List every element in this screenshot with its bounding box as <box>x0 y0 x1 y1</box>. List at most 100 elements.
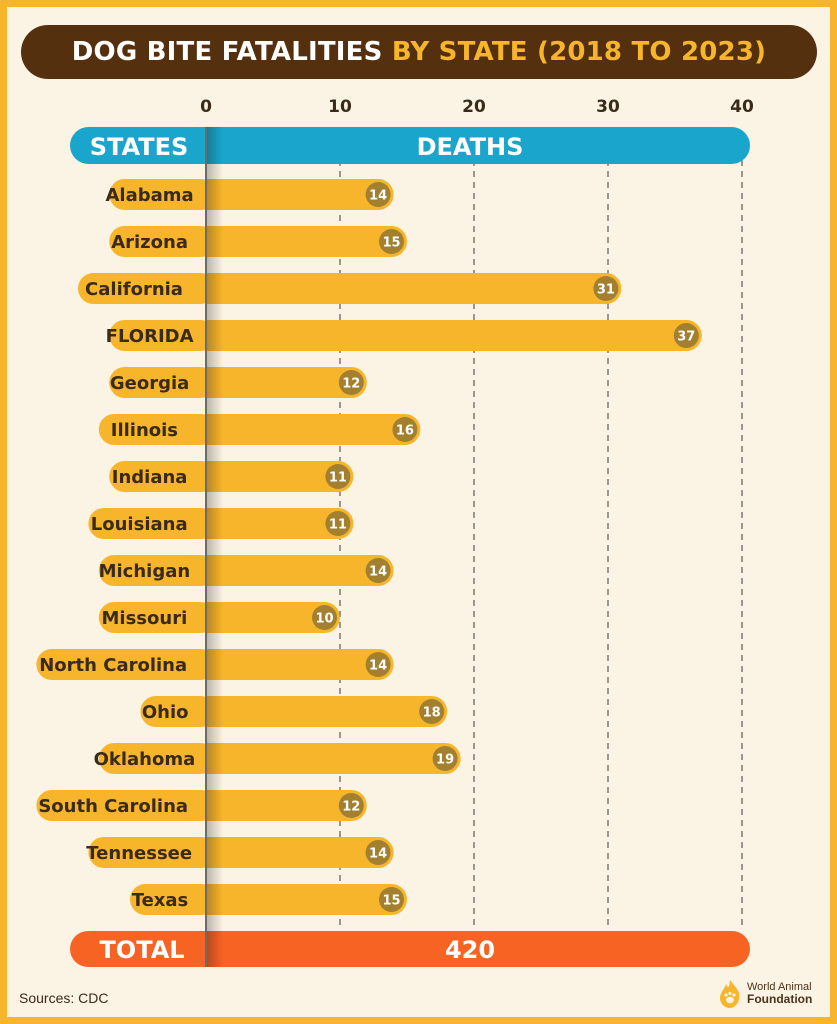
data-label: 11 <box>329 471 347 486</box>
state-label-pill <box>36 649 217 680</box>
bar-row-tennessee: Tennessee 14 <box>86 837 394 868</box>
data-label: 18 <box>423 706 441 721</box>
state-label: Indiana <box>112 467 188 488</box>
state-label: Oklahoma <box>94 749 196 770</box>
state-label-pill <box>98 555 216 586</box>
bar <box>206 179 394 210</box>
state-label: Arizona <box>111 232 188 253</box>
state-label: Georgia <box>110 373 189 394</box>
axis-shadow <box>205 127 223 967</box>
value-badge <box>673 323 699 348</box>
data-label: 12 <box>342 377 360 392</box>
state-label: Michigan <box>99 561 191 582</box>
value-badge <box>325 464 351 489</box>
deaths-header: DEATHS <box>417 133 524 161</box>
data-label: 14 <box>369 189 387 204</box>
x-tick-label: 40 <box>730 97 754 117</box>
bar <box>206 414 421 445</box>
bar <box>206 461 354 492</box>
data-label: 15 <box>382 894 400 909</box>
value-badge <box>365 840 391 865</box>
state-label-pill <box>109 179 216 210</box>
state-label-pill <box>36 790 217 821</box>
state-label-pill <box>78 273 216 304</box>
title-part1: DOG BITE FATALITIES <box>71 37 383 67</box>
bar <box>206 602 340 633</box>
bar <box>206 790 367 821</box>
data-label: 14 <box>369 565 387 580</box>
bars: Alabama 14 Arizona 15 California 31 FLORIDA 37 G… <box>36 179 702 915</box>
state-label-pill <box>109 320 216 351</box>
state-label: Tennessee <box>86 843 192 864</box>
value-badge <box>365 652 391 677</box>
paw-flame-icon <box>720 980 740 1008</box>
bar-row-indiana: Indiana 11 <box>109 461 354 492</box>
sources-note: Sources: CDC <box>19 990 109 1006</box>
header-pill <box>70 127 750 164</box>
bar-row-illinois: Illinois 16 <box>98 414 421 445</box>
state-label: South Carolina <box>38 796 188 817</box>
brand-logo[interactable]: World Animal Foundation <box>717 977 829 1011</box>
state-label: Illinois <box>111 420 178 441</box>
state-label: Missouri <box>102 608 188 629</box>
value-badge <box>365 558 391 583</box>
data-label: 10 <box>315 612 333 627</box>
state-label-pill <box>98 414 216 445</box>
state-label: Alabama <box>106 185 194 206</box>
state-label: Louisiana <box>91 514 188 535</box>
value-badge <box>419 699 445 724</box>
bar <box>206 555 394 586</box>
data-label: 15 <box>382 236 400 251</box>
bar-row-south-carolina: South Carolina 12 <box>36 790 367 821</box>
x-tick-label: 10 <box>328 97 352 117</box>
bar-row-arizona: Arizona 15 <box>109 226 407 257</box>
state-label-pill <box>140 696 216 727</box>
bar <box>206 273 622 304</box>
data-label: 12 <box>342 800 360 815</box>
state-label-pill <box>98 602 216 633</box>
bar <box>206 226 407 257</box>
bar <box>206 884 407 915</box>
value-badge <box>338 370 364 395</box>
bar-row-georgia: Georgia 12 <box>109 367 367 398</box>
x-axis-ticks: 0 10 20 30 40 <box>200 97 754 117</box>
bar <box>206 320 702 351</box>
bar-row-california: California 31 <box>78 273 622 304</box>
bar <box>206 367 367 398</box>
header-row: STATES DEATHS <box>70 127 750 164</box>
bar-row-north-carolina: North Carolina 14 <box>36 649 394 680</box>
state-label-pill <box>109 226 216 257</box>
state-label-pill <box>88 837 216 868</box>
state-label: Ohio <box>142 702 189 723</box>
bar-row-oklahoma: Oklahoma 19 <box>94 743 461 774</box>
bar-row-texas: Texas 15 <box>130 884 407 915</box>
title-part2: BY STATE (2018 TO 2023) <box>391 37 767 67</box>
bar <box>206 696 448 727</box>
logo-line1: World Animal <box>747 981 812 994</box>
total-value: 420 <box>445 936 495 964</box>
value-badge <box>379 887 404 912</box>
state-label-pill <box>88 508 216 539</box>
bar-row-alabama: Alabama 14 <box>106 179 394 210</box>
value-badge <box>432 746 458 771</box>
value-badge <box>593 276 619 301</box>
value-badge <box>365 182 391 207</box>
data-label: 37 <box>677 330 695 345</box>
state-label: North Carolina <box>39 655 187 676</box>
bar <box>206 649 394 680</box>
data-label: 16 <box>396 424 414 439</box>
state-label-pill <box>109 367 216 398</box>
bar-row-ohio: Ohio 18 <box>140 696 448 727</box>
data-label: 19 <box>436 753 454 768</box>
value-badge <box>325 511 351 536</box>
value-badge <box>338 793 364 818</box>
value-badge <box>312 605 337 630</box>
states-header: STATES <box>90 133 189 161</box>
total-pill <box>70 931 750 967</box>
total-row: TOTAL 420 <box>70 931 750 967</box>
value-badge <box>379 229 404 254</box>
state-label: Texas <box>132 890 189 911</box>
data-label: 11 <box>329 518 347 533</box>
bar-row-michigan: Michigan 14 <box>99 555 394 586</box>
